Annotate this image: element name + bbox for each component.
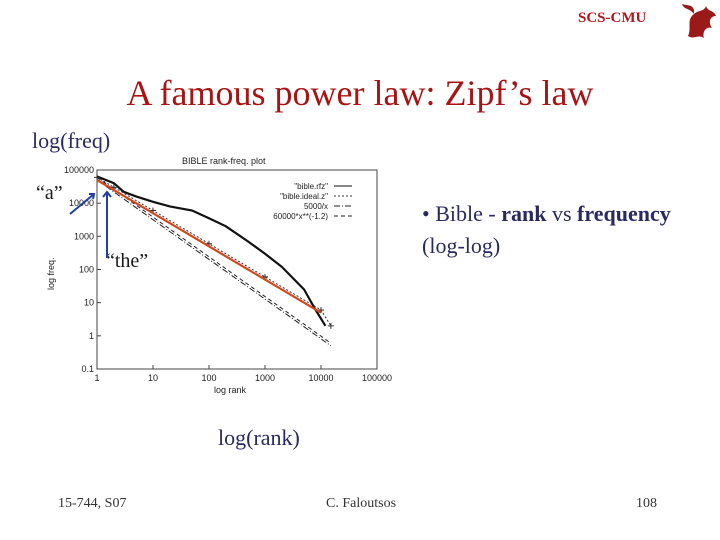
bullet-text-3: vs [546, 201, 578, 226]
x-tick-label: 1 [94, 373, 99, 383]
series-group [94, 174, 334, 347]
annotation-arrows [69, 190, 112, 258]
dragon-logo-icon [682, 4, 716, 38]
series-marker [327, 322, 334, 329]
annotation-word-a: “a” [36, 182, 63, 204]
axis-ticks: 1 10 100 1000 10000 1000000.11101001000100001… [64, 165, 392, 383]
footer-author: C. Faloutsos [326, 496, 397, 511]
footer-course: 15-744, S07 [58, 496, 127, 511]
x-tick-label: 1000 [255, 373, 275, 383]
y-tick-label: 10 [84, 298, 94, 308]
footer-page-number: 108 [636, 496, 657, 511]
legend-entry-label: "bible.rfz" [294, 182, 328, 191]
x-tick-label: 10000 [308, 373, 333, 383]
series-line-4 [96, 179, 322, 314]
series-line-0 [96, 175, 327, 327]
series-line-2 [96, 179, 332, 347]
x-axis-label: log rank [214, 385, 247, 395]
series-marker [94, 174, 100, 181]
x-tick-label: 10 [148, 373, 158, 383]
bullet-marker: • [422, 201, 430, 226]
slide-title: A famous power law: Zipf’s law [126, 73, 594, 113]
y-tick-label: 1000 [74, 231, 94, 241]
y-outer-label: log(freq) [32, 128, 111, 153]
chart-title: BIBLE rank-freq. plot [182, 156, 266, 166]
plot-border [96, 169, 378, 370]
legend-entry-label: 5000/x [304, 202, 328, 211]
bullet-text-2: rank [501, 201, 547, 226]
bullet-text-1: Bible - [435, 201, 502, 226]
y-axis-label: log freq. [46, 257, 56, 290]
legend-entry-label: 60000*x**(-1.2) [273, 212, 328, 221]
legend: "bible.rfz""bible.ideal.z"5000/x60000*x*… [273, 182, 352, 221]
x-outer-label: log(rank) [218, 425, 300, 450]
bullet-point: • Bible - rank vs frequency (log-log) [422, 198, 712, 262]
series-line-3 [96, 176, 332, 344]
bullet-text-4: frequency [577, 201, 671, 226]
y-tick-label: 0.1 [81, 364, 94, 374]
y-tick-label: 1 [89, 331, 94, 341]
legend-entry-label: "bible.ideal.z" [280, 192, 328, 201]
header-org: SCS-CMU [578, 10, 647, 26]
x-tick-label: 100000 [362, 373, 392, 383]
annotation-word-the: “the” [106, 250, 149, 272]
bullet-text-5: (log-log) [422, 233, 501, 258]
y-tick-label: 100 [79, 265, 94, 275]
plot-frame [96, 169, 378, 370]
arrow-the [102, 190, 112, 258]
y-tick-label: 100000 [64, 165, 94, 175]
x-tick-label: 100 [201, 373, 216, 383]
arrow-a [69, 193, 96, 215]
